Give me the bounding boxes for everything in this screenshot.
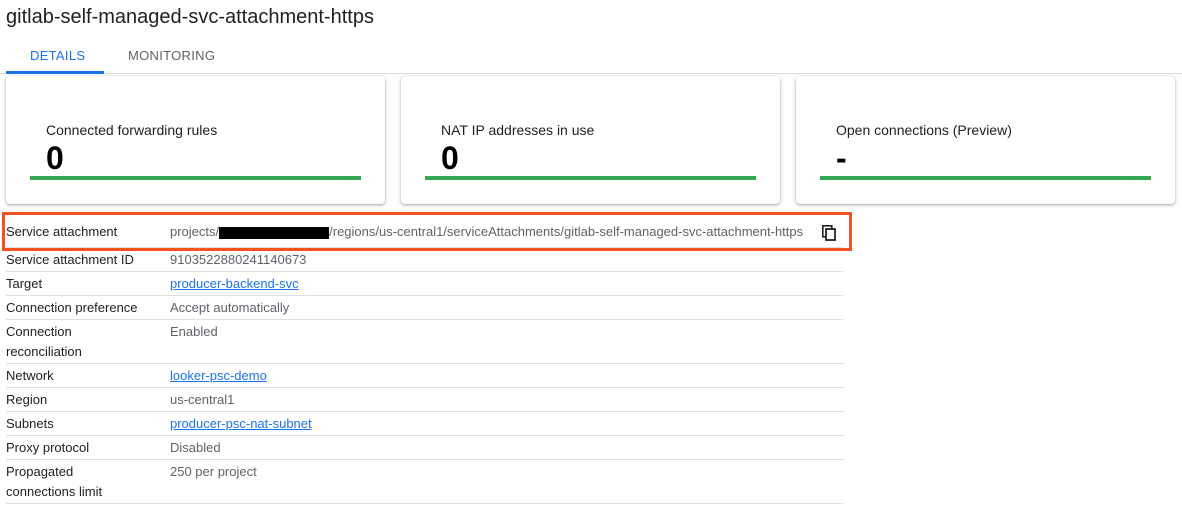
card-open-connections: Open connections (Preview) - xyxy=(796,76,1175,204)
row-label: Connection reconciliation xyxy=(6,324,82,359)
row-id: Service attachment ID 9103522880241140673 xyxy=(6,248,843,272)
row-network: Network looker-psc-demo xyxy=(6,364,843,388)
row-label: Proxy protocol xyxy=(6,440,90,455)
card-bar xyxy=(820,176,1151,180)
row-proxy-protocol: Proxy protocol Disabled xyxy=(6,436,843,460)
tab-bar: DETAILS MONITORING xyxy=(0,40,1182,74)
redacted-project xyxy=(219,226,330,239)
tab-details[interactable]: DETAILS xyxy=(30,48,86,63)
row-label: Subnets xyxy=(6,416,54,431)
row-region: Region us-central1 xyxy=(6,388,843,412)
row-label: Connection preference xyxy=(6,300,138,315)
copy-icon[interactable] xyxy=(822,225,836,241)
subnet-link[interactable]: producer-psc-nat-subnet xyxy=(170,416,312,431)
card-bar xyxy=(30,176,361,180)
row-label: Network xyxy=(6,368,54,383)
row-value: 250 per project xyxy=(170,464,257,479)
card-label: Connected forwarding rules xyxy=(46,122,218,138)
card-label: NAT IP addresses in use xyxy=(441,122,595,138)
row-value: Enabled xyxy=(170,324,218,339)
row-label: Propagated connections limit xyxy=(6,464,103,499)
tab-monitoring[interactable]: MONITORING xyxy=(128,48,216,63)
row-connection-preference: Connection preference Accept automaticall… xyxy=(6,296,843,320)
network-link[interactable]: looker-psc-demo xyxy=(170,368,267,383)
row-label: Region xyxy=(6,392,48,407)
row-value: Accept automatically xyxy=(170,300,290,315)
row-label: Service attachment ID xyxy=(6,252,134,267)
row-service-attachment: Service attachment projects/ /regions/us-… xyxy=(6,220,843,248)
row-value: us-central1 xyxy=(170,392,235,407)
row-value: Disabled xyxy=(170,440,221,455)
card-bar xyxy=(425,176,756,180)
path-suffix: /regions/us-central1/serviceAttachments/… xyxy=(329,224,804,239)
card-forwarding-rules: Connected forwarding rules 0 xyxy=(6,76,385,204)
active-tab-indicator xyxy=(6,71,104,74)
path-prefix: projects/ xyxy=(170,224,220,239)
card-nat-ip: NAT IP addresses in use 0 xyxy=(401,76,780,204)
highlight-box xyxy=(2,212,852,251)
row-propagated-limit: Propagated connections limit 250 per proj… xyxy=(6,460,843,504)
card-value: 0 xyxy=(441,140,459,176)
row-value: 9103522880241140673 xyxy=(170,252,307,267)
row-connection-reconciliation: Connection reconciliation Enabled xyxy=(6,320,843,364)
row-target: Target producer-backend-svc xyxy=(6,272,843,296)
card-label: Open connections (Preview) xyxy=(836,122,1012,138)
card-value: - xyxy=(836,140,847,176)
row-subnets: Subnets producer-psc-nat-subnet xyxy=(6,412,843,436)
row-label: Service attachment xyxy=(6,224,118,239)
card-value: 0 xyxy=(46,140,64,176)
target-link[interactable]: producer-backend-svc xyxy=(170,276,299,291)
row-label: Target xyxy=(6,276,43,291)
page-title: gitlab-self-managed-svc-attachment-https xyxy=(6,6,374,28)
row-value: projects/ /regions/us-central1/serviceAtt… xyxy=(170,222,803,242)
